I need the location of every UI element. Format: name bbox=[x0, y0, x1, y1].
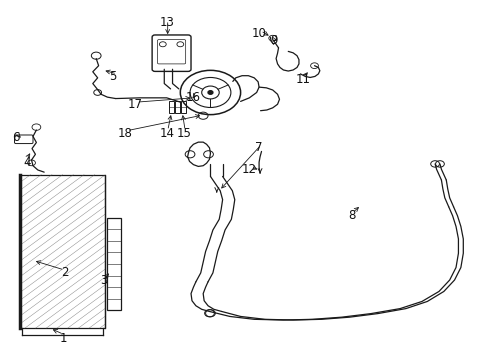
Text: 12: 12 bbox=[242, 163, 256, 176]
Text: 15: 15 bbox=[176, 127, 191, 140]
Text: 7: 7 bbox=[255, 141, 262, 154]
Text: 4: 4 bbox=[23, 156, 30, 168]
Text: 5: 5 bbox=[109, 70, 117, 83]
Text: 18: 18 bbox=[118, 127, 133, 140]
Text: 9: 9 bbox=[269, 34, 277, 47]
Bar bbox=[175, 102, 180, 113]
Bar bbox=[20, 175, 105, 328]
Text: 8: 8 bbox=[347, 209, 354, 222]
Text: 13: 13 bbox=[159, 16, 174, 29]
Text: 14: 14 bbox=[159, 127, 174, 140]
Bar bbox=[181, 102, 186, 113]
Text: 16: 16 bbox=[185, 91, 201, 104]
Circle shape bbox=[207, 91, 212, 94]
Bar bbox=[169, 102, 174, 113]
Text: 1: 1 bbox=[60, 333, 67, 346]
Text: 6: 6 bbox=[12, 131, 20, 144]
Bar bbox=[107, 217, 121, 310]
Text: 11: 11 bbox=[295, 73, 310, 86]
Text: 10: 10 bbox=[251, 27, 266, 40]
Text: 17: 17 bbox=[127, 99, 142, 112]
Text: 2: 2 bbox=[61, 266, 68, 279]
Text: 3: 3 bbox=[100, 274, 107, 287]
